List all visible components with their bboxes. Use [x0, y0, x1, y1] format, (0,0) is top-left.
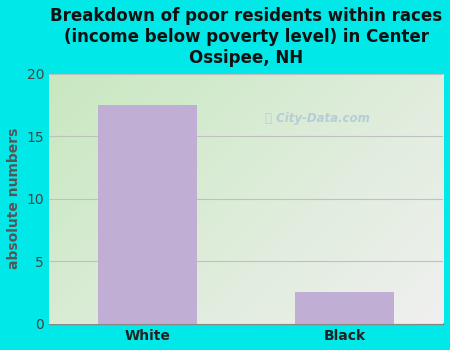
Y-axis label: absolute numbers: absolute numbers: [7, 128, 21, 269]
Bar: [295, 292, 394, 323]
Text: ⦿ City-Data.com: ⦿ City-Data.com: [265, 112, 369, 125]
Title: Breakdown of poor residents within races
(income below poverty level) in Center
: Breakdown of poor residents within races…: [50, 7, 442, 66]
Bar: [98, 105, 197, 323]
